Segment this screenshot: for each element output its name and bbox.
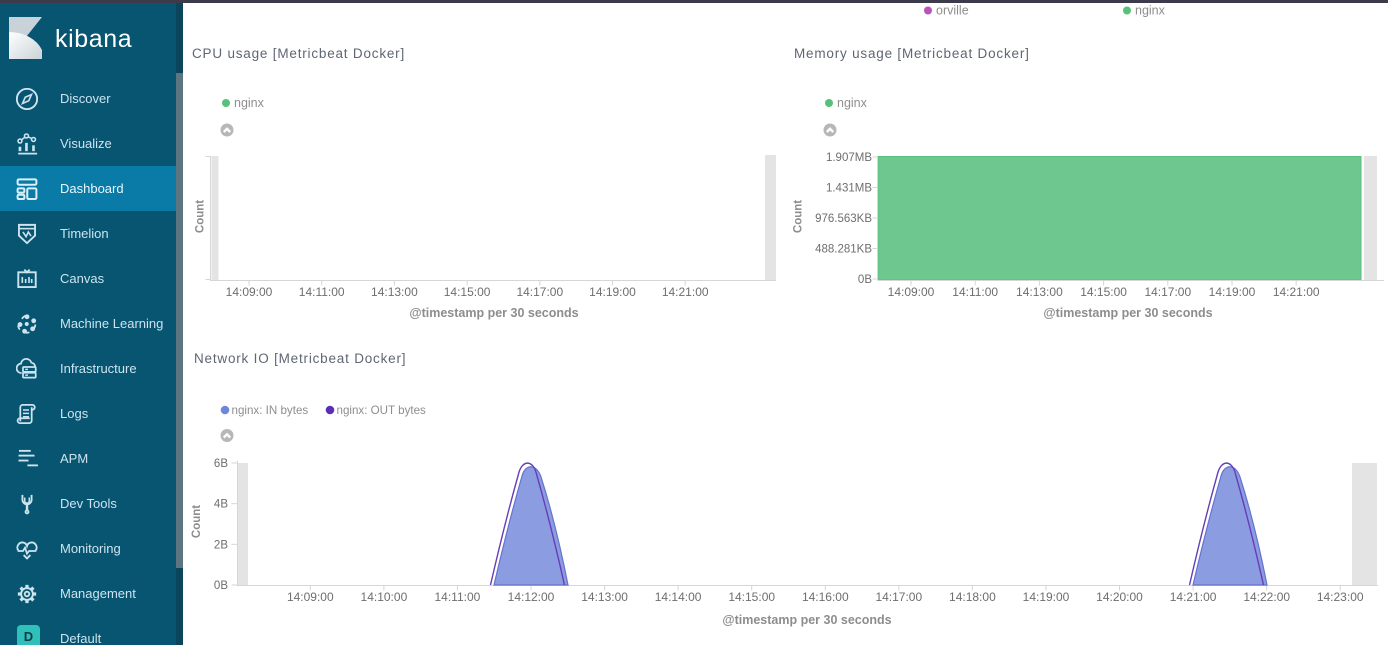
svg-text:1.907MB: 1.907MB xyxy=(826,152,872,164)
svg-text:6B: 6B xyxy=(214,458,228,470)
svg-text:nginx: nginx xyxy=(837,96,868,110)
svg-text:14:15:00: 14:15:00 xyxy=(728,590,775,604)
svg-text:976.563KB: 976.563KB xyxy=(815,213,872,225)
svg-text:0B: 0B xyxy=(858,274,872,286)
svg-text:14:19:00: 14:19:00 xyxy=(1023,590,1070,604)
svg-text:14:18:00: 14:18:00 xyxy=(949,590,996,604)
svg-text:14:13:00: 14:13:00 xyxy=(371,285,418,299)
svg-text:14:17:00: 14:17:00 xyxy=(875,590,922,604)
svg-text:0B: 0B xyxy=(214,580,228,592)
svg-text:nginx: nginx xyxy=(1135,4,1166,18)
svg-text:14:09:00: 14:09:00 xyxy=(888,285,935,299)
svg-text:nginx: OUT bytes: nginx: OUT bytes xyxy=(337,404,427,417)
svg-text:orville: orville xyxy=(936,4,969,18)
svg-text:14:23:00: 14:23:00 xyxy=(1317,590,1364,604)
svg-text:14:15:00: 14:15:00 xyxy=(444,285,491,299)
svg-text:14:17:00: 14:17:00 xyxy=(516,285,563,299)
svg-text:14:09:00: 14:09:00 xyxy=(287,590,334,604)
svg-text:@timestamp per 30 seconds: @timestamp per 30 seconds xyxy=(409,306,578,320)
svg-text:14:19:00: 14:19:00 xyxy=(1209,285,1256,299)
svg-text:14:14:00: 14:14:00 xyxy=(655,590,702,604)
svg-text:Count: Count xyxy=(195,200,207,233)
svg-text:@timestamp per 30 seconds: @timestamp per 30 seconds xyxy=(1043,306,1212,320)
svg-text:14:20:00: 14:20:00 xyxy=(1096,590,1143,604)
svg-text:14:11:00: 14:11:00 xyxy=(952,285,998,299)
svg-text:Memory usage [Metricbeat Docke: Memory usage [Metricbeat Docker] xyxy=(794,46,1030,61)
svg-text:4B: 4B xyxy=(214,499,228,511)
svg-text:14:11:00: 14:11:00 xyxy=(299,285,345,299)
svg-text:Count: Count xyxy=(793,200,805,233)
svg-text:Count: Count xyxy=(191,505,203,538)
svg-text:14:21:00: 14:21:00 xyxy=(662,285,709,299)
svg-text:nginx: nginx xyxy=(234,96,265,110)
svg-text:14:16:00: 14:16:00 xyxy=(802,590,849,604)
svg-text:1.431MB: 1.431MB xyxy=(826,183,872,195)
svg-text:2B: 2B xyxy=(214,539,228,551)
svg-text:14:22:00: 14:22:00 xyxy=(1243,590,1290,604)
svg-text:Network IO [Metricbeat Docker]: Network IO [Metricbeat Docker] xyxy=(194,351,406,366)
svg-text:14:13:00: 14:13:00 xyxy=(1016,285,1063,299)
svg-text:CPU usage [Metricbeat Docker]: CPU usage [Metricbeat Docker] xyxy=(192,46,405,61)
svg-text:14:17:00: 14:17:00 xyxy=(1144,285,1191,299)
svg-text:14:15:00: 14:15:00 xyxy=(1080,285,1127,299)
svg-text:14:12:00: 14:12:00 xyxy=(508,590,555,604)
svg-text:14:13:00: 14:13:00 xyxy=(581,590,628,604)
svg-text:14:19:00: 14:19:00 xyxy=(589,285,636,299)
svg-text:14:10:00: 14:10:00 xyxy=(361,590,408,604)
svg-text:14:11:00: 14:11:00 xyxy=(434,590,480,604)
svg-text:@timestamp per 30 seconds: @timestamp per 30 seconds xyxy=(722,613,891,627)
svg-text:14:21:00: 14:21:00 xyxy=(1273,285,1320,299)
svg-text:14:09:00: 14:09:00 xyxy=(226,285,273,299)
svg-text:nginx: IN bytes: nginx: IN bytes xyxy=(232,404,309,417)
svg-text:14:21:00: 14:21:00 xyxy=(1170,590,1217,604)
svg-text:488.281KB: 488.281KB xyxy=(815,244,872,256)
